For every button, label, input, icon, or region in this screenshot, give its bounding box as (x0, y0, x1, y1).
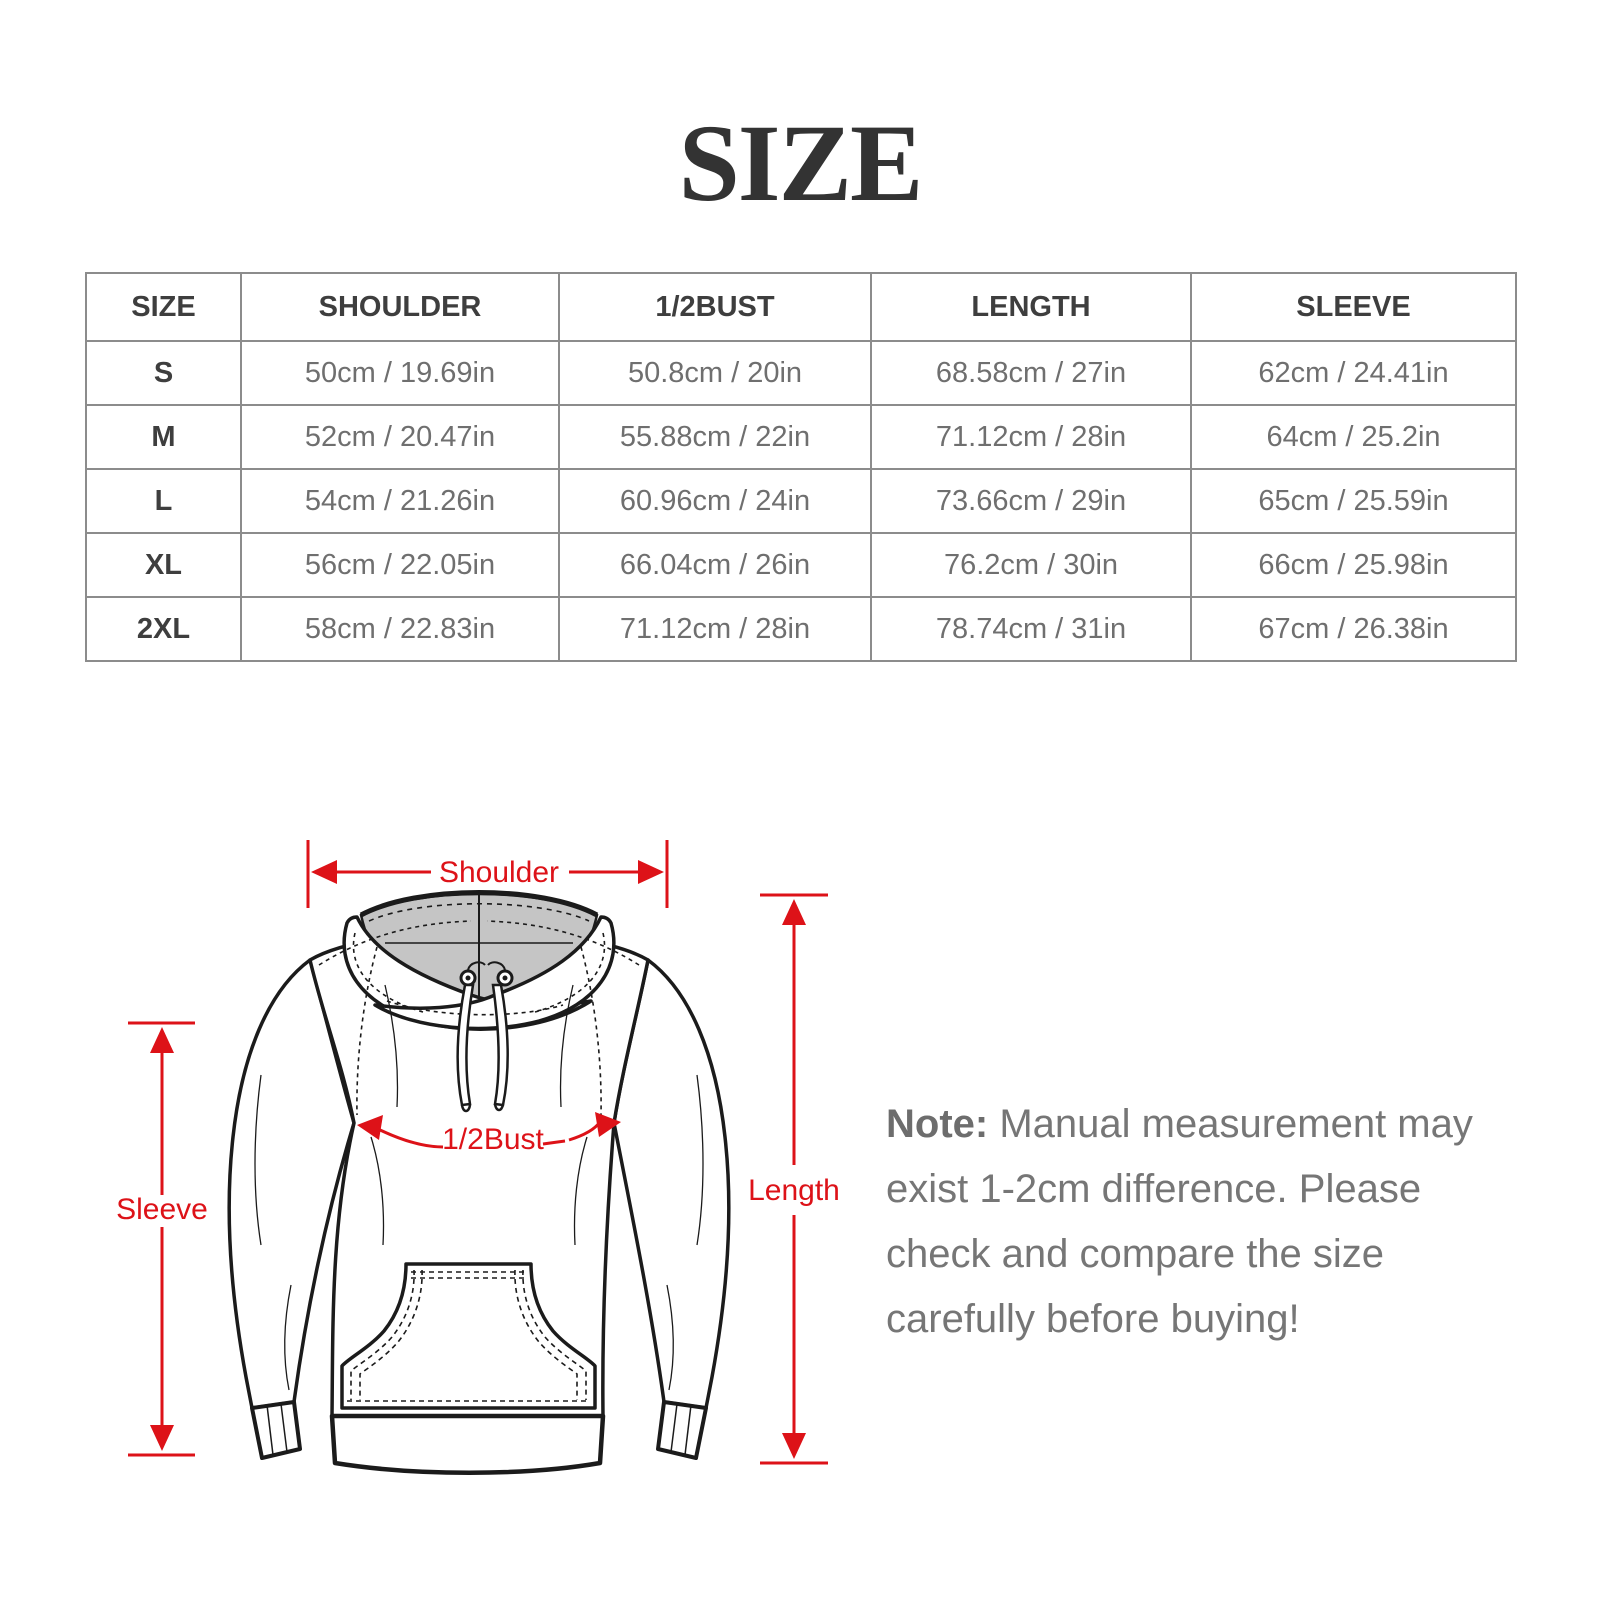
size-table: SIZE SHOULDER 1/2BUST LENGTH SLEEVE S 50… (85, 272, 1517, 662)
cell-sleeve: 62cm / 24.41in (1190, 340, 1517, 406)
header-bust: 1/2BUST (558, 272, 872, 342)
cell-shoulder: 52cm / 20.47in (240, 404, 560, 470)
collar-stitch-right (534, 932, 606, 1013)
collar-stitch-bottom (386, 1000, 564, 1016)
right-shoulder-stitch (486, 920, 640, 966)
length-arrow-icon: Length (748, 893, 840, 1465)
cell-bust: 66.04cm / 26in (558, 532, 872, 598)
cell-shoulder: 54cm / 21.26in (240, 468, 560, 534)
cell-bust: 55.88cm / 22in (558, 404, 872, 470)
hood (342, 890, 616, 1113)
cell-length: 73.66cm / 29in (870, 468, 1192, 534)
page-title: SIZE (678, 102, 924, 224)
header-shoulder: SHOULDER (240, 272, 560, 342)
collar-stitch-left (352, 932, 424, 1013)
hoodie-technical-drawing-icon: Shoulder Length (116, 840, 840, 1475)
right-cuff (656, 1400, 708, 1460)
table-header-row: SIZE SHOULDER 1/2BUST LENGTH SLEEVE (85, 272, 1517, 342)
cell-length: 71.12cm / 28in (870, 404, 1192, 470)
table-row: XL 56cm / 22.05in 66.04cm / 26in 76.2cm … (85, 532, 1517, 598)
measurement-arrows: Shoulder Length (116, 840, 840, 1465)
right-eyelet-hole (502, 975, 508, 981)
cell-shoulder: 50cm / 19.69in (240, 340, 560, 406)
table-row: S 50cm / 19.69in 50.8cm / 20in 68.58cm /… (85, 340, 1517, 406)
cell-sleeve: 67cm / 26.38in (1190, 596, 1517, 662)
cell-length: 68.58cm / 27in (870, 340, 1192, 406)
cell-size: XL (85, 532, 242, 598)
hood-stitch-dashed (368, 902, 590, 922)
shoulder-label: Shoulder (439, 856, 559, 889)
right-raglan-stitch (580, 946, 602, 1116)
hoodie-measurement-diagram: Shoulder Length (85, 815, 860, 1515)
right-drawstring (491, 983, 509, 1107)
sleeve-arrow-icon: Sleeve (116, 1021, 208, 1457)
cell-size: M (85, 404, 242, 470)
cell-length: 78.74cm / 31in (870, 596, 1192, 662)
note-label: Note: (886, 1102, 989, 1146)
table-row: 2XL 58cm / 22.83in 71.12cm / 28in 78.74c… (85, 596, 1517, 662)
cell-length: 76.2cm / 30in (870, 532, 1192, 598)
cell-sleeve: 64cm / 25.2in (1190, 404, 1517, 470)
stitch-details (254, 920, 704, 1456)
right-cord-loop (487, 961, 506, 971)
cell-bust: 50.8cm / 20in (558, 340, 872, 406)
kangaroo-pocket (340, 1262, 597, 1410)
table-row: L 54cm / 21.26in 60.96cm / 24in 73.66cm … (85, 468, 1517, 534)
header-size: SIZE (85, 272, 242, 342)
left-raglan-stitch (356, 946, 378, 1116)
cell-size: 2XL (85, 596, 242, 662)
header-length: LENGTH (870, 272, 1192, 342)
left-drawstring (456, 983, 475, 1107)
collar-fold-right (373, 915, 616, 1031)
note-text: Manual measurement may exist 1-2cm diffe… (886, 1102, 1473, 1341)
measurement-note: Note: Manual measurement may exist 1-2cm… (886, 1092, 1476, 1352)
shoulder-arrow-icon: Shoulder (306, 840, 669, 908)
sleeve-label: Sleeve (116, 1193, 208, 1226)
table-row: M 52cm / 20.47in 55.88cm / 22in 71.12cm … (85, 404, 1517, 470)
left-aglet (460, 1104, 472, 1113)
bust-label: 1/2Bust (442, 1123, 544, 1156)
cell-shoulder: 58cm / 22.83in (240, 596, 560, 662)
cell-size: L (85, 468, 242, 534)
bust-arrow-icon: 1/2Bust (357, 1112, 621, 1156)
cell-shoulder: 56cm / 22.05in (240, 532, 560, 598)
left-cuff (250, 1400, 302, 1460)
cell-sleeve: 65cm / 25.59in (1190, 468, 1517, 534)
left-shoulder-stitch (318, 920, 472, 966)
hem-band (329, 1413, 606, 1475)
left-eyelet-hole (465, 975, 471, 981)
wrinkle-lines (254, 984, 704, 1391)
hood-back-rim (359, 890, 599, 918)
cell-size: S (85, 340, 242, 406)
right-aglet (493, 1103, 505, 1112)
length-label: Length (748, 1174, 840, 1207)
cell-sleeve: 66cm / 25.98in (1190, 532, 1517, 598)
cell-bust: 60.96cm / 24in (558, 468, 872, 534)
hoodie-outline (227, 929, 731, 1475)
header-sleeve: SLEEVE (1190, 272, 1517, 342)
left-cord-loop (467, 961, 486, 971)
cell-bust: 71.12cm / 28in (558, 596, 872, 662)
